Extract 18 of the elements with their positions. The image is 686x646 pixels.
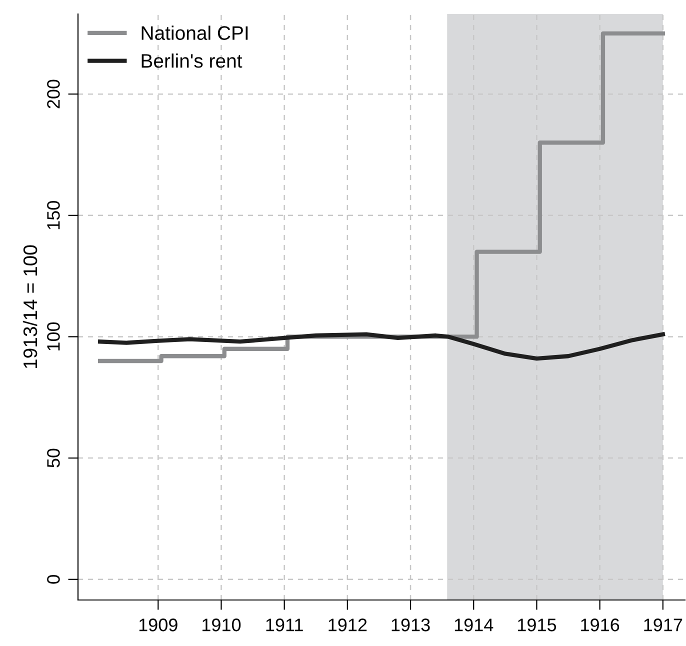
line-series	[98, 332, 665, 361]
x-tick-label: 1909	[139, 618, 178, 632]
legend-label: Berlin's rent	[142, 54, 242, 68]
y-axis-title: 1913/14 = 100	[22, 245, 38, 368]
y-tick-label: 0	[47, 575, 60, 584]
x-tick-label: 1913	[392, 618, 430, 632]
x-tick-label: 1915	[518, 618, 556, 632]
x-tick-label: 1914	[454, 618, 494, 632]
y-tick-label: 200	[47, 80, 60, 108]
y-tick-label: 50	[47, 448, 60, 468]
x-tick-label: 1911	[266, 618, 303, 632]
y-tick-label: 150	[47, 201, 60, 230]
x-tick-label: 1912	[328, 618, 367, 632]
legend-label: National CPI	[142, 26, 248, 40]
y-tick-label: 100	[47, 322, 60, 350]
x-tick-label: 1917	[644, 618, 682, 632]
x-tick-label: 1910	[202, 618, 241, 632]
x-tick-label: 1916	[581, 618, 620, 632]
